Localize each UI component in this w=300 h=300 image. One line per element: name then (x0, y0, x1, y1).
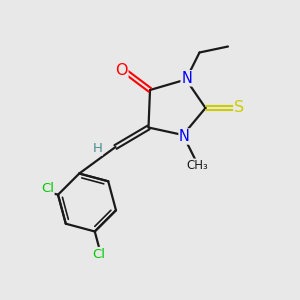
Text: Cl: Cl (41, 182, 54, 195)
Text: O: O (115, 63, 128, 78)
Text: O: O (115, 63, 128, 78)
Text: H: H (93, 142, 102, 155)
Text: CH₃: CH₃ (187, 159, 208, 172)
Text: S: S (234, 100, 244, 116)
Text: N: N (179, 129, 190, 144)
Text: Cl: Cl (92, 248, 106, 260)
Text: Cl: Cl (92, 248, 106, 260)
Text: N: N (181, 71, 192, 86)
Text: S: S (234, 100, 244, 116)
Text: N: N (181, 71, 192, 86)
Text: H: H (93, 142, 102, 155)
Text: CH₃: CH₃ (187, 159, 208, 172)
Text: N: N (179, 129, 190, 144)
Text: Cl: Cl (41, 182, 54, 195)
